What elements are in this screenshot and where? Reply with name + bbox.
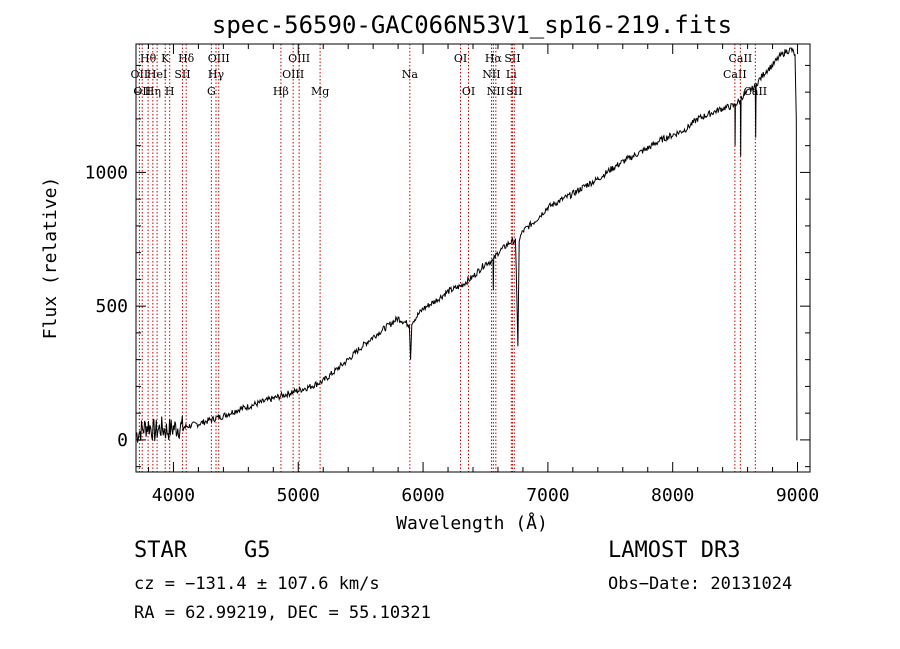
axis-ticks: 4000 5000 6000 7000 8000 9000 0 500 1000 [85, 44, 819, 506]
line-label-3: Hη [145, 85, 161, 98]
chart-title: spec-56590-GAC066N53V1_sp16-219.fits [212, 11, 732, 39]
flux-series [135, 47, 798, 443]
line-label-16: Na [402, 68, 419, 81]
x-tick-label-5: 9000 [776, 485, 819, 506]
line-label-5: K [161, 52, 170, 65]
object-subclass: G5 [244, 538, 271, 563]
line-label-20: Hα [485, 52, 503, 65]
line-label-2: Hθ [140, 52, 157, 65]
line-label-7: SII [174, 68, 190, 81]
line-label-23: SII [504, 52, 520, 65]
line-label-9: G [207, 85, 216, 98]
line-label-22: Li [506, 68, 517, 81]
line-label-11: OIII [208, 52, 230, 65]
line-label-14: OIII [288, 52, 310, 65]
x-axis-label: Wavelength (Å) [396, 512, 548, 534]
line-label-8: Hδ [178, 52, 195, 65]
line-label-21: NII [487, 85, 505, 98]
line-label-19: NII [482, 68, 500, 81]
survey-label: LAMOST DR3 [608, 538, 741, 563]
y-axis-label: Flux (relative) [40, 177, 61, 340]
line-label-18: OI [462, 85, 475, 98]
spectrum-chart: spec-56590-GAC066N53V1_sp16-219.fits OII… [40, 11, 819, 534]
plot-frame [135, 43, 811, 473]
line-label-0: OII [131, 68, 149, 81]
emission-lines: OII OII Hθ Hη HeI K H SII Hδ G Hγ OIII Hβ OIII OIII Mg N… [131, 44, 767, 472]
y-tick-label-2: 1000 [85, 162, 128, 183]
line-label-26: CaII [729, 52, 753, 65]
object-class: STAR [134, 538, 187, 563]
x-tick-label-2: 6000 [401, 485, 444, 506]
line-label-4: HeI [147, 68, 167, 81]
line-label-13: OIII [282, 68, 304, 81]
line-label-15: Mg [311, 85, 329, 98]
x-tick-label-4: 8000 [651, 485, 694, 506]
x-tick-label-3: 7000 [526, 485, 569, 506]
line-label-24: SII [506, 85, 522, 98]
x-tick-label-1: 5000 [277, 485, 320, 506]
line-label-25: CaII [723, 68, 747, 81]
ra-dec: RA = 62.99219, DEC = 55.10321 [134, 603, 431, 623]
redshift-cz: cz = −131.4 ± 107.6 km/s [134, 574, 380, 594]
obs-date: Obs−Date: 20131024 [608, 574, 793, 594]
y-tick-label-1: 500 [95, 296, 128, 317]
x-tick-label-0: 4000 [152, 485, 195, 506]
line-label-1: OII [133, 85, 151, 98]
flux-line-0 [135, 47, 798, 443]
line-label-12: Hβ [273, 85, 289, 98]
y-tick-label-0: 0 [117, 430, 128, 451]
line-label-10: Hγ [208, 68, 225, 81]
line-label-6: H [165, 85, 175, 98]
line-label-17: OI [454, 52, 467, 65]
